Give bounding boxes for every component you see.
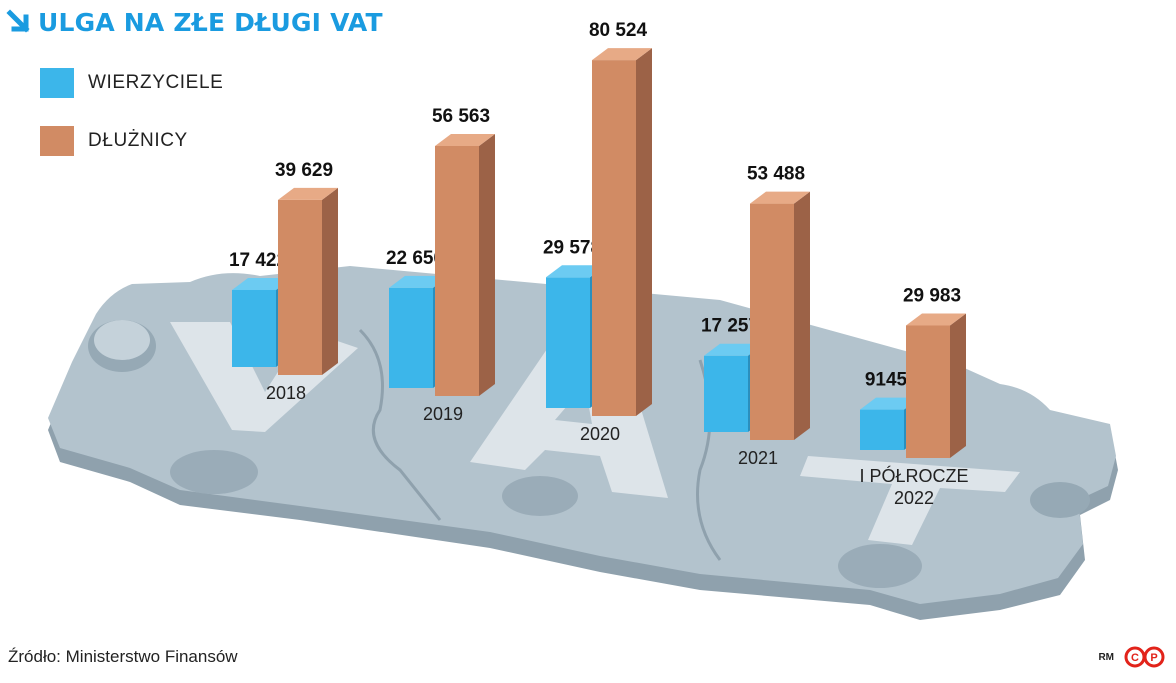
bar-side	[794, 191, 810, 440]
bar-top	[389, 275, 449, 288]
bar-wierzyciele	[546, 277, 590, 408]
bar-wierzyciele	[860, 409, 904, 450]
data-label: 9145	[865, 370, 908, 391]
bar-dluznicy	[906, 325, 950, 458]
bar-top	[592, 48, 652, 61]
bar-top	[750, 191, 810, 204]
bar-top	[860, 397, 920, 410]
puzzle-letter-t	[800, 456, 1020, 545]
legend-swatch-wierzyciele	[40, 68, 74, 98]
puzzle-seam-1	[358, 328, 442, 521]
legend-label-wierzyciele: WIERZYCIELE	[88, 72, 224, 93]
bar-dluznicy	[278, 199, 322, 375]
chart-header: ULGA NA ZŁE DŁUGI VAT	[6, 6, 383, 38]
category-label: 2019	[423, 404, 463, 424]
category-label: 2022	[894, 488, 934, 508]
bar-side	[950, 313, 966, 458]
legend-swatch-dluznicy	[40, 126, 74, 156]
legend-item-dluznicy: DŁUŻNICY	[40, 126, 223, 156]
data-label: 17 257	[701, 316, 759, 337]
author-credit: RM	[1098, 652, 1114, 663]
svg-text:P: P	[1150, 652, 1157, 664]
bars-group: 17 422 39 629 2018 22 656 56 563 2019 29 578 80…	[229, 20, 969, 508]
puzzle-knob-left-top	[94, 320, 150, 360]
bar-wierzyciele	[389, 287, 433, 388]
bar-top	[704, 343, 764, 356]
puzzle-socket-2	[502, 476, 578, 516]
puzzle-socket-1	[170, 450, 258, 494]
category-label: 2021	[738, 448, 778, 468]
data-label: 17 422	[229, 250, 287, 271]
bar-dluznicy	[750, 203, 794, 440]
bar-top	[546, 265, 606, 278]
puzzle-socket-3	[838, 544, 922, 588]
bar-dluznicy	[435, 145, 479, 396]
source-note: Źródło: Ministerstwo Finansów	[8, 647, 238, 666]
bar-side	[479, 133, 495, 396]
legend-label-dluznicy: DŁUŻNICY	[88, 130, 188, 151]
category-label: I PÓŁROCZE	[859, 465, 968, 486]
data-label: 29 983	[903, 285, 961, 306]
publisher-logo: C P	[1124, 646, 1165, 668]
data-label: 29 578	[543, 237, 601, 258]
bar-side	[636, 48, 652, 416]
bar-wierzyciele	[704, 355, 748, 432]
bar-top	[278, 187, 338, 200]
bar-dluznicy	[592, 60, 636, 416]
bar-top	[435, 133, 495, 146]
bar-side	[322, 187, 338, 375]
legend: WIERZYCIELE DŁUŻNICY	[40, 68, 223, 184]
bar-top	[906, 313, 966, 326]
svg-text:C: C	[1131, 652, 1139, 664]
bar-top	[232, 277, 292, 290]
data-label: 56 563	[432, 106, 490, 127]
category-label: 2020	[580, 424, 620, 444]
arrow-down-right-icon	[6, 9, 30, 33]
chart-title: ULGA NA ZŁE DŁUGI VAT	[38, 7, 383, 37]
category-label: 2018	[266, 383, 306, 403]
data-label: 39 629	[275, 160, 333, 181]
data-label: 80 524	[589, 20, 648, 41]
data-label: 53 488	[747, 164, 805, 185]
puzzle-knob-right	[1030, 482, 1090, 518]
legend-item-wierzyciele: WIERZYCIELE	[40, 68, 223, 98]
data-label: 22 656	[386, 248, 444, 269]
bar-wierzyciele	[232, 289, 276, 367]
